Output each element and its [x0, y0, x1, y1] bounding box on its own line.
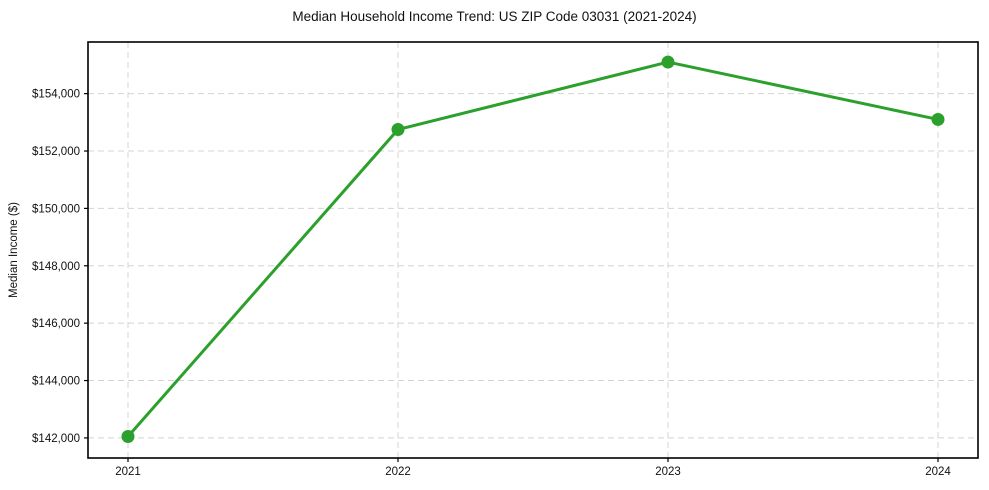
y-tick-label: $148,000 [32, 261, 80, 273]
data-point [391, 123, 405, 137]
x-tick-label: 2021 [115, 466, 141, 478]
y-tick-label: $142,000 [32, 433, 80, 445]
y-tick-label: $144,000 [32, 376, 80, 388]
x-tick-label: 2022 [385, 466, 411, 478]
plot-frame [87, 41, 979, 459]
x-tick-label: 2023 [655, 466, 681, 478]
y-tick-label: $152,000 [32, 146, 80, 158]
chart-title: Median Household Income Trend: US ZIP Co… [292, 9, 697, 24]
data-point [931, 112, 945, 126]
trend-line [126, 60, 940, 438]
y-tick-label: $146,000 [32, 318, 80, 330]
y-tick-label: $150,000 [32, 203, 80, 215]
y-tick-label: $154,000 [32, 89, 80, 101]
x-tick-label: 2024 [925, 466, 951, 478]
data-point [121, 429, 135, 443]
data-point [661, 55, 675, 69]
